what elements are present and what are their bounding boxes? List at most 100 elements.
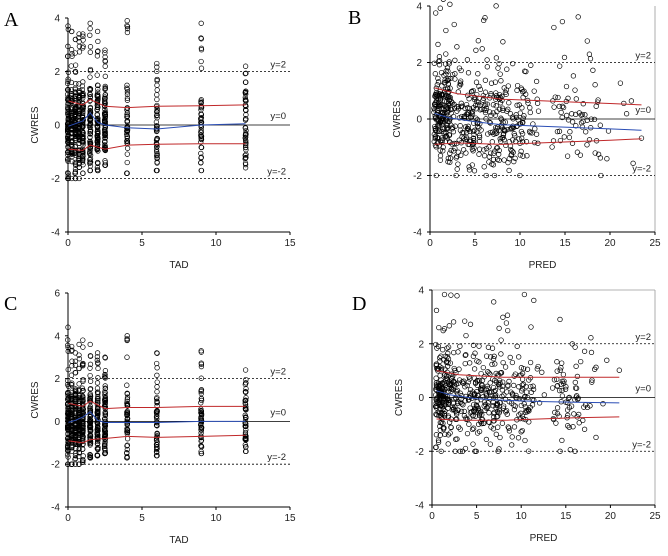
data-point-d xyxy=(530,386,537,393)
data-point-d xyxy=(558,381,564,387)
data-point-a xyxy=(94,123,100,129)
data-point-b xyxy=(487,150,494,156)
data-point-c xyxy=(243,376,249,383)
data-point-d xyxy=(433,432,440,438)
data-point-d xyxy=(527,383,534,390)
data-point-d xyxy=(576,411,582,418)
data-point-b xyxy=(524,153,530,159)
data-point-b xyxy=(443,68,449,74)
data-point-d xyxy=(433,307,440,314)
data-point-a xyxy=(124,151,130,157)
data-point-c xyxy=(124,418,130,424)
data-point-a xyxy=(80,79,86,85)
data-point-b xyxy=(432,107,438,113)
data-point-d xyxy=(526,448,532,454)
data-point-b xyxy=(496,151,502,157)
data-point-a xyxy=(154,135,160,142)
data-point-d xyxy=(454,436,460,442)
data-point-d xyxy=(518,365,525,371)
data-point-d xyxy=(520,416,527,422)
data-point-d xyxy=(554,410,561,417)
data-point-d xyxy=(485,369,491,375)
data-point-b xyxy=(496,147,502,154)
ref-label-zero-a: y=0 xyxy=(270,111,286,122)
data-point-c xyxy=(124,436,131,442)
band-upper-a xyxy=(67,99,246,109)
data-point-b xyxy=(504,66,510,72)
data-point-b xyxy=(497,100,504,106)
data-point-a xyxy=(154,149,160,155)
data-point-b xyxy=(457,80,463,86)
data-point-d xyxy=(467,409,474,416)
data-point-d xyxy=(592,366,598,372)
y-tick-label-c: 2 xyxy=(54,374,60,385)
data-point-a xyxy=(102,47,108,53)
data-point-b xyxy=(558,109,564,116)
data-point-c xyxy=(242,420,248,426)
data-point-b xyxy=(559,103,566,109)
data-point-b xyxy=(437,147,443,153)
data-point-d xyxy=(467,321,474,327)
data-point-d xyxy=(506,378,512,385)
data-point-c xyxy=(94,354,101,360)
data-point-c xyxy=(87,451,93,458)
data-point-b xyxy=(491,172,498,179)
data-point-d xyxy=(480,364,486,371)
data-point-b xyxy=(440,109,446,116)
data-point-c xyxy=(76,381,82,387)
data-point-a xyxy=(101,110,108,117)
data-point-a xyxy=(198,58,204,65)
data-point-c xyxy=(154,365,160,371)
plot-area-b: 0 5 10 15 20 25 -4 -2 0 2 4 y=2 y=0 y=-2 PRED CWRES xyxy=(392,0,661,271)
ref-label-lower-a: y=-2 xyxy=(267,167,286,178)
data-point-b xyxy=(433,172,439,179)
data-point-c xyxy=(242,435,248,442)
data-point-d xyxy=(492,361,498,367)
data-point-c xyxy=(153,396,160,402)
data-point-d xyxy=(503,407,510,414)
data-point-a xyxy=(243,134,249,140)
data-point-a xyxy=(124,138,130,144)
data-point-c xyxy=(154,379,160,385)
data-point-a xyxy=(80,162,86,168)
data-point-c xyxy=(95,446,101,453)
data-point-d xyxy=(469,426,476,433)
data-point-d xyxy=(438,420,445,426)
data-point-d xyxy=(516,412,522,418)
y-tick-label-d: -4 xyxy=(415,501,424,512)
data-point-c xyxy=(69,347,75,353)
data-point-a xyxy=(154,68,160,75)
data-point-a xyxy=(73,81,79,87)
ref-label-upper-b: y=2 xyxy=(635,51,651,62)
data-point-b xyxy=(453,172,459,179)
y-tick-label-d: 4 xyxy=(418,286,424,297)
data-point-d xyxy=(454,387,460,393)
data-point-d xyxy=(561,378,567,384)
data-point-b xyxy=(432,115,438,122)
data-point-b xyxy=(477,86,484,93)
data-point-d xyxy=(530,383,536,389)
data-point-a xyxy=(124,159,130,166)
data-point-b xyxy=(435,79,442,85)
data-point-c xyxy=(124,449,130,456)
data-point-a xyxy=(198,135,204,141)
data-point-d xyxy=(467,360,473,366)
data-point-b xyxy=(591,116,598,123)
data-point-b xyxy=(466,164,472,170)
data-point-a xyxy=(243,70,249,76)
data-point-b xyxy=(535,108,542,114)
data-point-b xyxy=(527,129,533,136)
data-point-d xyxy=(529,397,536,403)
data-point-b xyxy=(433,104,439,110)
data-point-a xyxy=(87,87,93,93)
data-point-d xyxy=(493,370,499,377)
data-point-b xyxy=(467,137,474,143)
y-tick-label-c: 0 xyxy=(54,417,60,428)
data-point-d xyxy=(500,359,506,366)
data-point-d xyxy=(525,406,531,413)
data-point-b xyxy=(594,99,601,105)
data-point-d xyxy=(522,437,528,444)
data-point-b xyxy=(492,124,499,131)
data-point-b xyxy=(476,134,483,141)
data-point-a xyxy=(198,144,204,150)
